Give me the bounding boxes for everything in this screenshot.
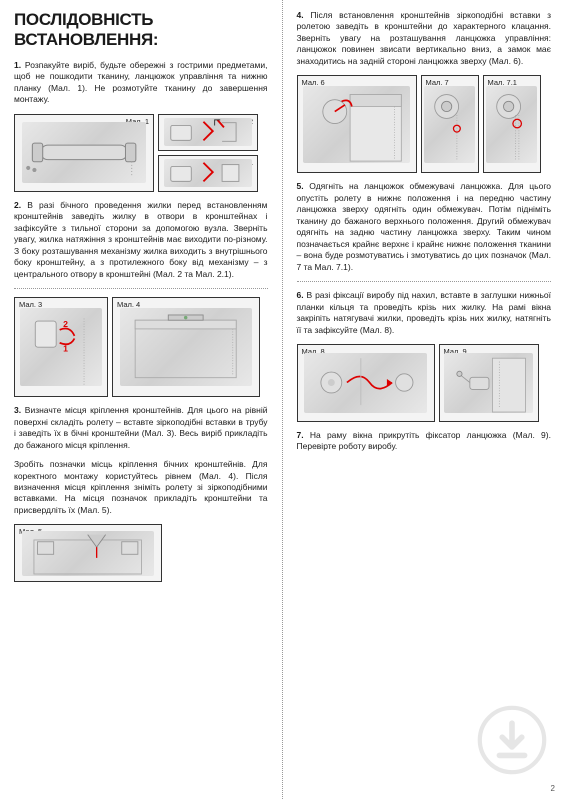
figure-7-1-illustration: [486, 86, 536, 163]
step-5-body: Одягніть на ланцюжок обмежувачі ланцюжка…: [297, 181, 552, 271]
figure-8: Мал. 8: [297, 344, 435, 422]
step-6-text: 6. В разі фіксації виробу під нахил, вст…: [297, 290, 552, 336]
step-7-body: На раму вікна прикрутіть фіксатор ланцюж…: [297, 430, 551, 451]
step-3a-body: Визначте місця кріплення кронштейнів. Дл…: [14, 405, 268, 449]
figure-2-1-illustration: [164, 159, 252, 187]
fig-row-2: Мал. 3 2 1 Мал. 4: [14, 297, 268, 397]
figure-2-1: Мал. 2.1: [158, 155, 258, 192]
figure-2-illustration: [164, 118, 252, 146]
figure-2: Мал. 2: [158, 114, 258, 151]
figure-7-1: Мал. 7.1: [483, 75, 541, 173]
fig-row-5: Мал. 8 Мал. 9: [297, 344, 552, 422]
step-2-body: В разі бічного проведення жилки перед вс…: [14, 200, 268, 279]
step-4-body: Після встановлення кронштейнів зіркоподі…: [297, 10, 552, 66]
step-1-body: Розпакуйте виріб, будьте обережні з гост…: [14, 60, 268, 104]
step-6-body: В разі фіксації виробу під нахил, вставт…: [297, 290, 552, 334]
figure-4: Мал. 4: [112, 297, 260, 397]
left-column: ПОСЛІДОВНІСТЬ ВСТАНОВЛЕННЯ: 1. Розпакуйт…: [0, 0, 283, 799]
step-3b-body: Зробіть позначки місць кріплення бічних …: [14, 459, 268, 515]
figure-1-illustration: [22, 122, 146, 183]
step-4-text: 4. Після встановлення кронштейнів зіркоп…: [297, 10, 552, 67]
watermark-icon: [477, 705, 547, 775]
step-3b-text: Зробіть позначки місць кріплення бічних …: [14, 459, 268, 516]
figure-4-illustration: [120, 308, 251, 386]
fig-row-3: Мал. 5: [14, 524, 268, 582]
figure-6-illustration: [303, 86, 409, 163]
figure-7-illustration: [424, 86, 474, 163]
step-3a-text: 3. Визначте місця кріплення кронштейнів.…: [14, 405, 268, 451]
step-2-text: 2. В разі бічного проведення жилки перед…: [14, 200, 268, 280]
step-5-text: 5. Одягніть на ланцюжок обмежувачі ланцю…: [297, 181, 552, 273]
right-column: 4. Після встановлення кронштейнів зіркоп…: [283, 0, 565, 799]
figure-1: Мал. 1: [14, 114, 154, 192]
figure-7: Мал. 7: [421, 75, 479, 173]
page-title: ПОСЛІДОВНІСТЬ ВСТАНОВЛЕННЯ:: [14, 10, 268, 50]
figure-8-illustration: [304, 353, 426, 414]
right-divider: [297, 281, 552, 282]
page-number: 2: [551, 784, 555, 793]
step-7-text: 7. На раму вікна прикрутіть фіксатор лан…: [297, 430, 552, 453]
svg-text:1: 1: [63, 344, 68, 354]
figure-3: Мал. 3 2 1: [14, 297, 108, 397]
figure-3-illustration: 2 1: [20, 308, 103, 386]
page-root: ПОСЛІДОВНІСТЬ ВСТАНОВЛЕННЯ: 1. Розпакуйт…: [0, 0, 565, 799]
left-divider: [14, 288, 268, 289]
figure-5-illustration: [22, 531, 153, 576]
figure-9: Мал. 9: [439, 344, 539, 422]
figure-9-illustration: [444, 353, 532, 414]
fig-row-4: Мал. 6 click Мал. 7: [297, 75, 552, 173]
fig-row-1: Мал. 1 Мал. 2: [14, 114, 268, 192]
svg-text:2: 2: [63, 319, 68, 329]
figure-5: Мал. 5: [14, 524, 162, 582]
step-1-text: 1. Розпакуйте виріб, будьте обережні з г…: [14, 60, 268, 106]
figure-6: Мал. 6 click: [297, 75, 417, 173]
